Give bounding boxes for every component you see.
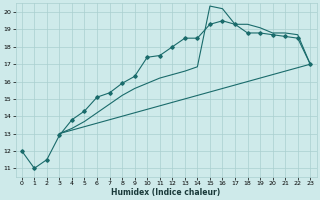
X-axis label: Humidex (Indice chaleur): Humidex (Indice chaleur): [111, 188, 221, 197]
